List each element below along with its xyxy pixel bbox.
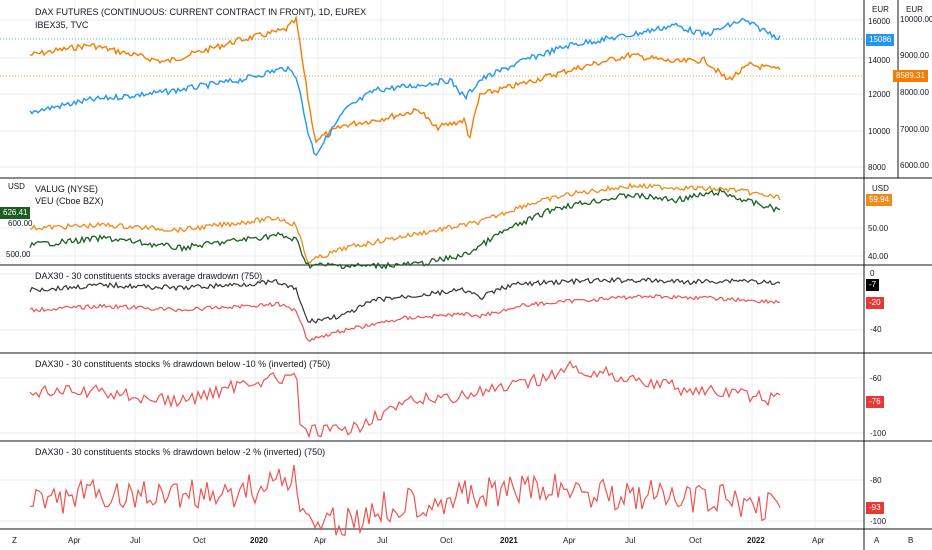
pct2-drawdown-line[interactable] [29, 464, 781, 537]
time-label: 2020 [250, 536, 268, 545]
zoom-button[interactable]: Z [12, 536, 17, 545]
main-scale2-tick: 7000.00 [900, 125, 929, 134]
time-label: Apr [812, 536, 825, 545]
auto-scale-button[interactable]: A [874, 536, 880, 545]
pct2-tick: -100 [870, 517, 887, 526]
time-label: Apr [563, 536, 576, 545]
time-label: Apr [68, 536, 81, 545]
main-scale2-tick: 10000.00 [900, 15, 932, 24]
valug-left-unit: USD [8, 182, 25, 191]
valug-right-tick: 40.00 [868, 252, 889, 261]
avgdd-tick: -40 [870, 325, 882, 334]
time-label: Jul [377, 536, 388, 545]
avgdd-pane-title: DAX30 - 30 constituents stocks average d… [35, 271, 263, 281]
valug-left-tick: 500.00 [6, 250, 31, 259]
ibex-last-price-badge: 8589.31 [893, 70, 928, 82]
valug-pane-subtitle: VEU (Cboe BZX) [35, 196, 104, 206]
time-label: Oct [193, 536, 206, 545]
time-label: Oct [689, 536, 702, 545]
pct2-tick: -80 [870, 476, 882, 485]
avg-drawdown-black-line[interactable] [29, 276, 781, 324]
pct2-badge: -93 [866, 502, 884, 514]
valug-right-tick: 50.00 [868, 224, 889, 233]
pct10-drawdown-line[interactable] [29, 360, 781, 439]
avgdd-black-badge: -7 [866, 279, 880, 291]
ibex-series-line[interactable] [29, 15, 781, 144]
main-scale1-unit: EUR [872, 5, 889, 14]
time-label: Jul [625, 536, 636, 545]
veu-series-line[interactable] [29, 182, 781, 264]
main-scale1-tick: 14000 [868, 56, 891, 65]
main-scale1-tick: 8000 [868, 163, 886, 172]
main-pane-title: DAX FUTURES (CONTINUOUS: CURRENT CONTRAC… [35, 7, 367, 17]
time-label: Apr [314, 536, 327, 545]
time-label: 2022 [747, 536, 765, 545]
log-scale-button[interactable]: B [908, 536, 914, 545]
valug-right-unit: USD [872, 184, 889, 193]
valug-left-badge: 626.41 [0, 207, 31, 219]
valug-pane-title: VALUG (NYSE) [35, 184, 98, 194]
main-scale2-tick: 8000.00 [900, 88, 929, 97]
valug-left-tick: 600.00 [8, 219, 33, 228]
pct10-tick: -100 [870, 429, 887, 438]
valug-series-line[interactable] [29, 187, 781, 270]
pct2-pane-title: DAX30 - 30 constituents stocks % drawdow… [35, 447, 326, 457]
main-scale1-tick: 12000 [868, 90, 891, 99]
dax-series-line[interactable] [29, 17, 781, 156]
pct10-tick: -60 [870, 374, 882, 383]
avgdd-red-badge: -20 [866, 297, 884, 309]
pct10-pane-title: DAX30 - 30 constituents stocks % drawdow… [35, 359, 331, 369]
avgdd-tick: 0 [870, 269, 875, 278]
avg-drawdown-red-line[interactable] [29, 293, 781, 343]
main-scale2-tick: 6000.00 [900, 161, 929, 170]
main-pane-subtitle: IBEX35, TVC [35, 20, 89, 30]
time-label: Oct [440, 536, 453, 545]
dax-last-price-badge: 15086 [866, 34, 895, 46]
pct10-badge: -76 [866, 396, 884, 408]
veu-last-price-badge: 59.94 [866, 194, 893, 206]
main-scale1-tick: 16000 [868, 17, 891, 26]
main-scale2-tick: 9000.00 [900, 51, 929, 60]
time-label: Jul [130, 536, 141, 545]
time-label: 2021 [500, 536, 518, 545]
main-scale1-tick: 10000 [868, 127, 891, 136]
main-scale2-unit: EUR [906, 5, 923, 14]
